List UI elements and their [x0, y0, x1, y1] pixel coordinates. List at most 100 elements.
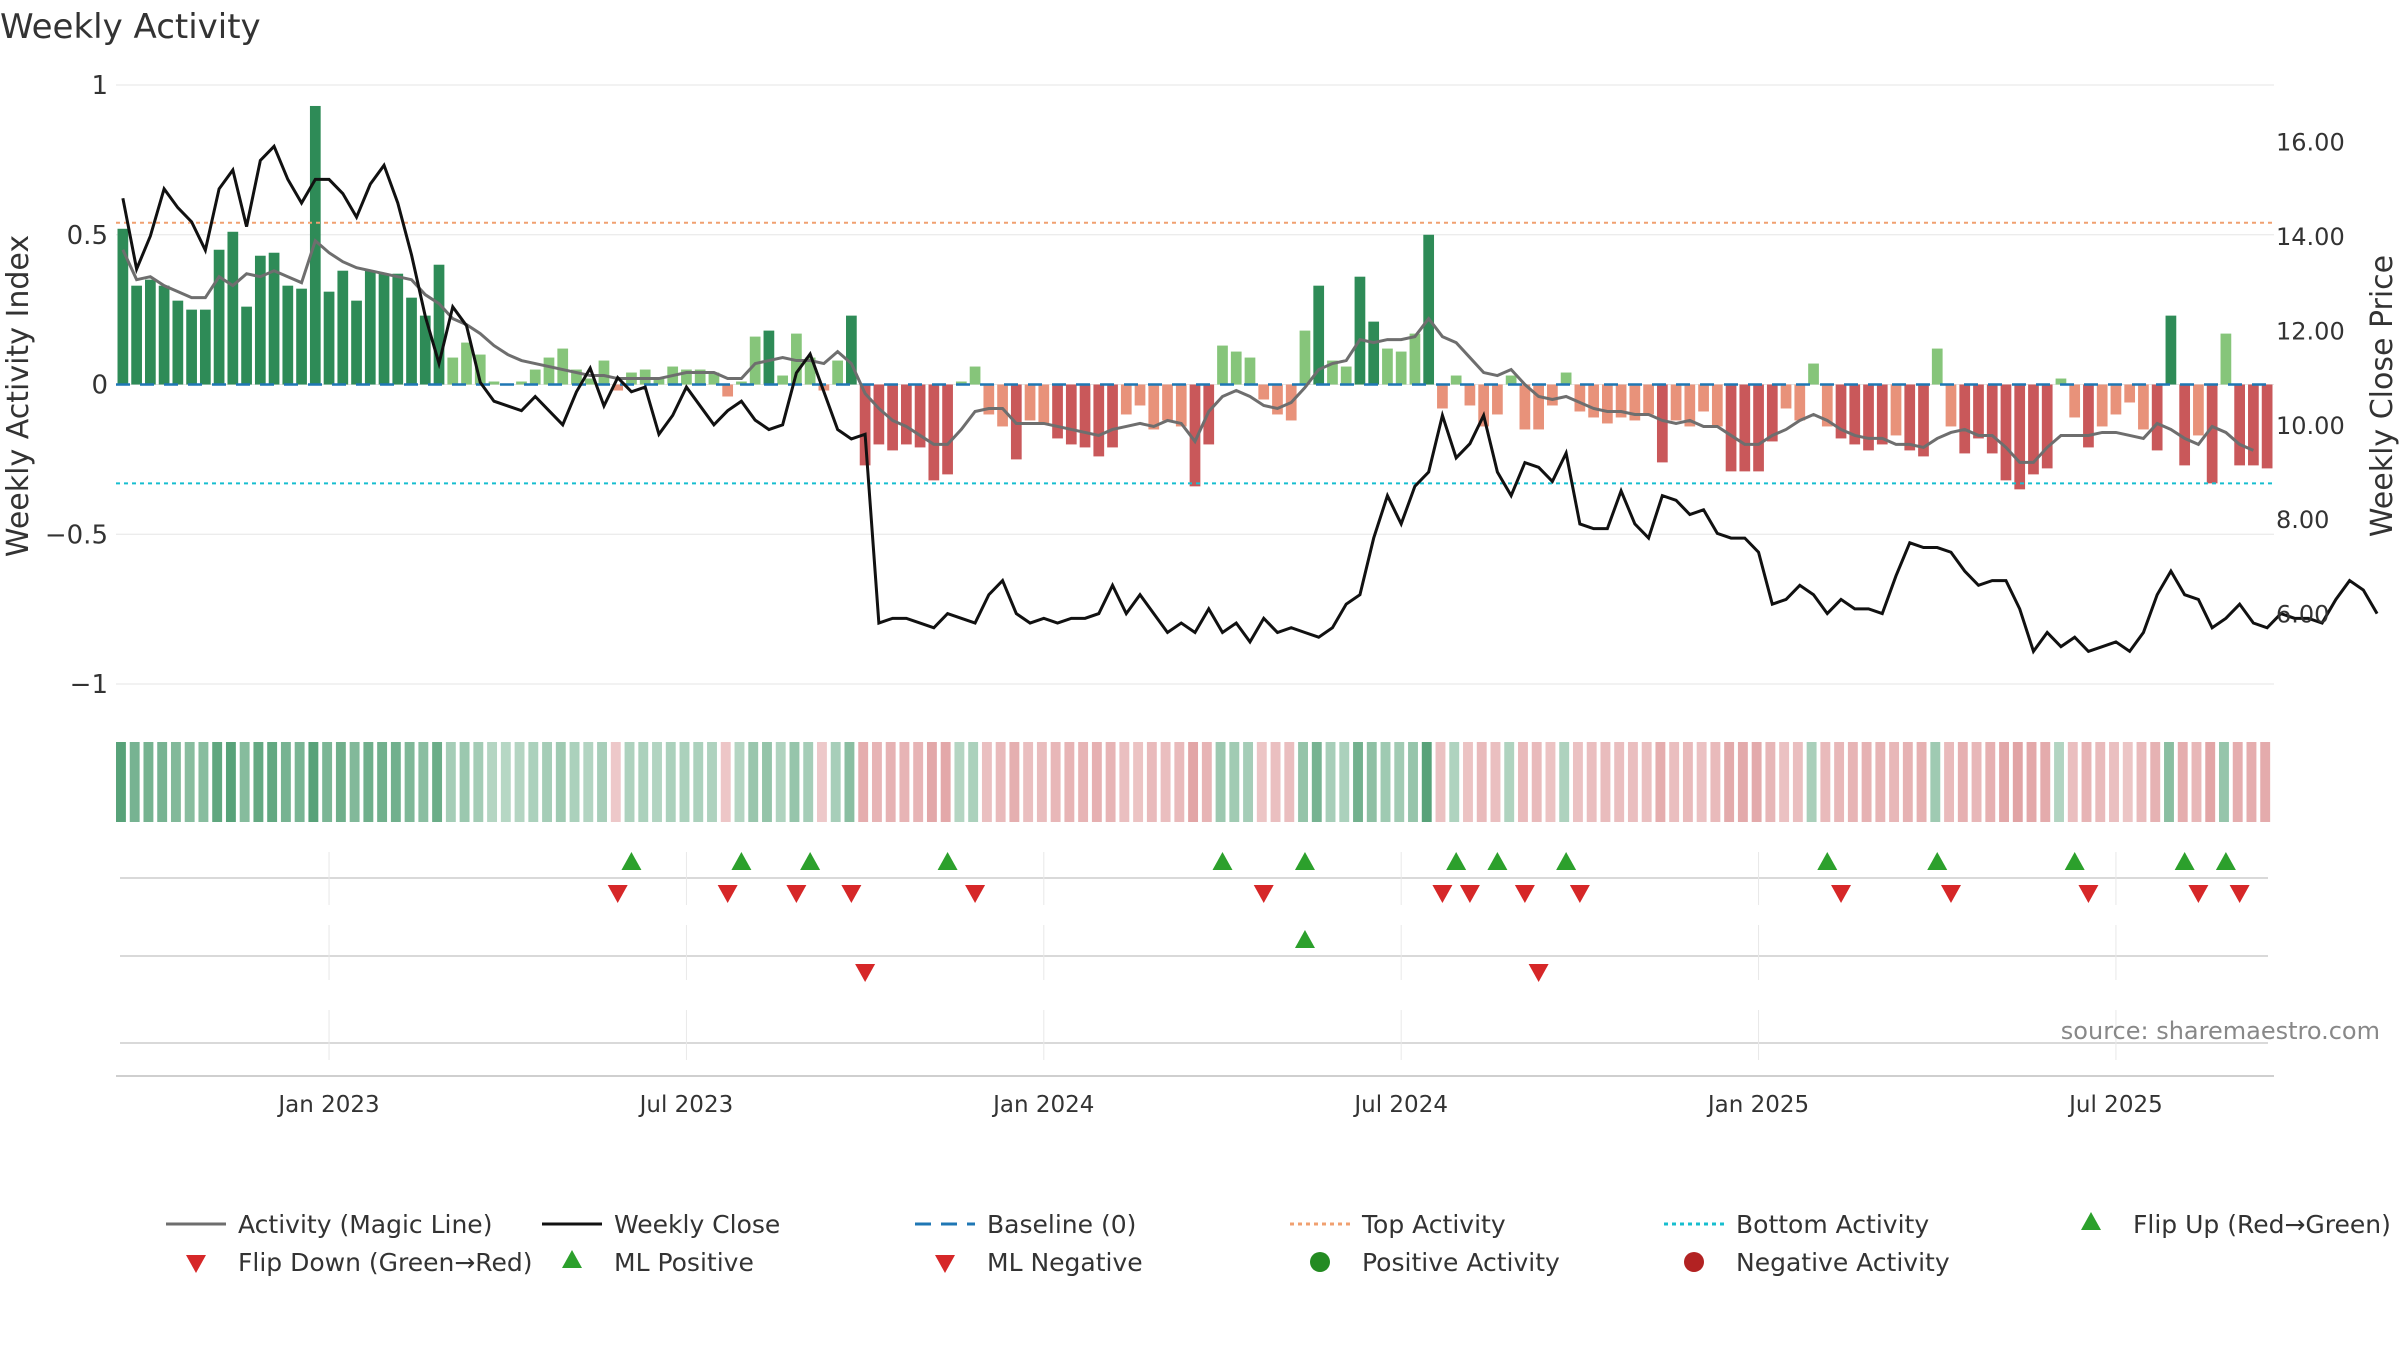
- legend-swatch: [186, 1255, 206, 1273]
- heat-cell: [432, 742, 443, 822]
- activity-bar: [1835, 384, 1847, 439]
- heat-cell: [2081, 742, 2092, 822]
- heat-cell: [2260, 742, 2271, 822]
- heat-cell: [1064, 742, 1075, 822]
- activity-bar: [1437, 384, 1448, 409]
- flip-up-marker: [621, 852, 642, 870]
- right-axis: 16.00 14.00 12.00 10.00 8.00 6.00: [2276, 129, 2345, 629]
- heat-cell: [1531, 742, 1542, 822]
- activity-bar: [1148, 384, 1160, 430]
- activity-bar: [543, 357, 555, 385]
- flip-up-marker: [1212, 852, 1233, 870]
- heat-cell: [1146, 742, 1157, 822]
- ml-positive-marker: [1294, 930, 1315, 948]
- flip-down-marker: [1514, 885, 1535, 903]
- flip-down-marker: [1432, 885, 1453, 903]
- x-tick-label: Jan 2025: [1706, 1092, 1809, 1118]
- heat-cell: [1682, 742, 1693, 822]
- heat-cell: [143, 742, 154, 822]
- activity-bar: [832, 360, 843, 385]
- activity-bar: [983, 384, 995, 415]
- flip-down-marker: [965, 885, 986, 903]
- right-tick-label: 8.00: [2276, 506, 2329, 534]
- heat-cell: [487, 742, 498, 822]
- activity-bar: [1766, 384, 1778, 442]
- heat-cell: [1119, 742, 1130, 822]
- heat-cell: [1421, 742, 1432, 822]
- activity-bar: [1368, 321, 1380, 385]
- activity-bar: [1670, 384, 1682, 421]
- flip-up-marker: [1927, 852, 1948, 870]
- legend-label: ML Positive: [614, 1248, 754, 1277]
- activity-bar: [529, 369, 541, 385]
- heat-cell: [1394, 742, 1405, 822]
- heat-cell: [212, 742, 223, 822]
- activity-bar: [2124, 384, 2136, 403]
- heat-cell: [1765, 742, 1776, 822]
- activity-bar: [571, 369, 582, 385]
- activity-bar: [392, 273, 404, 385]
- heat-cell: [1792, 742, 1803, 822]
- activity-bar: [2055, 378, 2067, 385]
- legend-label: Negative Activity: [1736, 1248, 1950, 1277]
- heat-cell: [1957, 742, 1968, 822]
- activity-bar: [254, 255, 266, 385]
- activity-bar: [873, 384, 885, 445]
- activity-bar: [955, 381, 967, 385]
- magic-line-series: [121, 238, 2254, 464]
- activity-bar: [268, 252, 280, 385]
- heat-cell: [1902, 742, 1913, 822]
- legend-item: ML Positive: [562, 1248, 754, 1277]
- right-tick-label: 16.00: [2276, 129, 2345, 157]
- heat-cell: [1627, 742, 1638, 822]
- heat-cell: [926, 742, 937, 822]
- heat-cell: [1600, 742, 1611, 822]
- heat-cell: [184, 742, 195, 822]
- heat-cell: [583, 742, 594, 822]
- flip-down-marker: [2078, 885, 2099, 903]
- flip-up-marker: [1446, 852, 1467, 870]
- heat-cell: [789, 742, 800, 822]
- heat-cell: [968, 742, 979, 822]
- activity-bar: [516, 381, 527, 385]
- heat-cell: [1174, 742, 1185, 822]
- activity-bar: [282, 285, 294, 385]
- x-tick-label: Jul 2024: [1352, 1092, 1448, 1118]
- activity-bar: [1711, 384, 1723, 427]
- flip-down-marker: [2188, 885, 2209, 903]
- activity-bar: [1409, 333, 1421, 385]
- activity-bar: [1162, 384, 1173, 421]
- activity-bar: [406, 297, 417, 385]
- flip-down-marker: [717, 885, 738, 903]
- activity-bar: [1739, 384, 1751, 472]
- heat-cell: [335, 742, 346, 822]
- heat-cell: [1476, 742, 1487, 822]
- heat-cell: [1930, 742, 1941, 822]
- flip-up-marker: [2215, 852, 2236, 870]
- activity-bar: [694, 369, 706, 385]
- heat-cell: [1366, 742, 1377, 822]
- heat-cell: [1889, 742, 1900, 822]
- activity-bar: [2096, 384, 2108, 427]
- activity-bar: [1574, 384, 1586, 412]
- flip-up-marker: [1294, 852, 1315, 870]
- heat-cell: [1971, 742, 1982, 822]
- right-axis-label: Weekly Close Price: [2365, 255, 2400, 537]
- flip-down-marker: [1940, 885, 1961, 903]
- activity-bar: [1107, 384, 1118, 448]
- x-tick-label: Jul 2025: [2067, 1092, 2163, 1118]
- heat-cell: [157, 742, 168, 822]
- legend-item: Bottom Activity: [1664, 1210, 1929, 1239]
- activity-bar: [859, 384, 871, 466]
- activity-bar: [584, 378, 596, 385]
- heat-cell: [1737, 742, 1748, 822]
- heat-cell: [2136, 742, 2147, 822]
- heat-cell: [2246, 742, 2257, 822]
- flip-up-marker: [1817, 852, 1838, 870]
- heat-cell: [308, 742, 319, 822]
- legend-swatch: [935, 1255, 955, 1273]
- activity-bar: [1382, 348, 1393, 385]
- flip-up-marker: [1487, 852, 1508, 870]
- heat-cell: [363, 742, 374, 822]
- activity-bar: [1340, 366, 1352, 385]
